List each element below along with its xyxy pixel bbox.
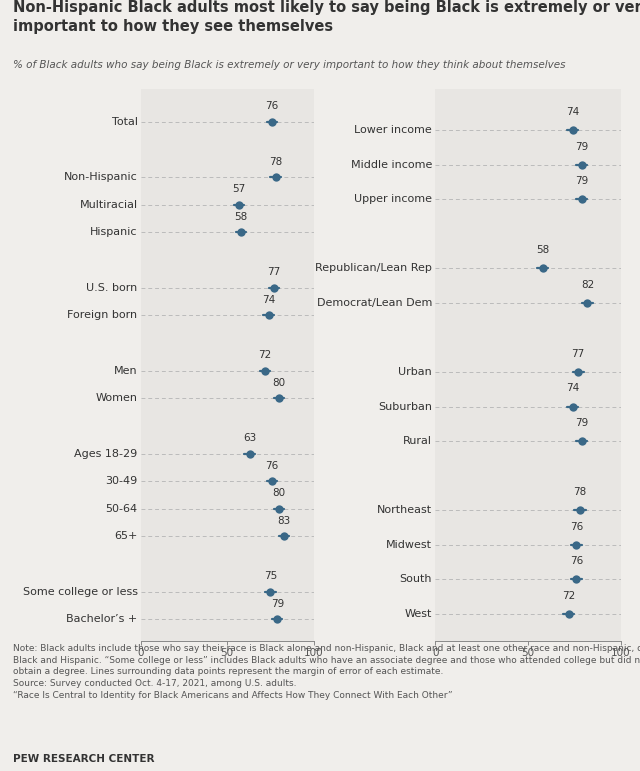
Text: 74: 74 bbox=[566, 383, 579, 393]
Text: PEW RESEARCH CENTER: PEW RESEARCH CENTER bbox=[13, 755, 154, 765]
Text: Multiracial: Multiracial bbox=[79, 200, 138, 210]
Text: Northeast: Northeast bbox=[377, 505, 432, 515]
Text: Urban: Urban bbox=[398, 367, 432, 377]
Text: 79: 79 bbox=[575, 142, 588, 152]
Text: Hispanic: Hispanic bbox=[90, 227, 138, 237]
Text: 72: 72 bbox=[259, 350, 272, 360]
Text: 77: 77 bbox=[268, 268, 280, 277]
Text: Upper income: Upper income bbox=[354, 194, 432, 204]
Text: 80: 80 bbox=[273, 488, 285, 498]
Text: Bachelor’s +: Bachelor’s + bbox=[67, 614, 138, 625]
Text: 79: 79 bbox=[575, 176, 588, 186]
Text: 57: 57 bbox=[233, 184, 246, 194]
Text: 83: 83 bbox=[278, 516, 291, 526]
Text: Republican/Lean Rep: Republican/Lean Rep bbox=[315, 264, 432, 274]
Text: U.S. born: U.S. born bbox=[86, 283, 138, 293]
Text: Note: Black adults include those who say their race is Black alone and non-Hispa: Note: Black adults include those who say… bbox=[13, 644, 640, 700]
Text: 76: 76 bbox=[266, 460, 279, 470]
Text: Suburban: Suburban bbox=[378, 402, 432, 412]
Text: Total: Total bbox=[111, 117, 138, 127]
Text: West: West bbox=[404, 609, 432, 619]
Text: Some college or less: Some college or less bbox=[22, 587, 138, 597]
Text: Democrat/Lean Dem: Democrat/Lean Dem bbox=[317, 298, 432, 308]
Text: 82: 82 bbox=[580, 280, 594, 290]
Text: Women: Women bbox=[95, 393, 138, 403]
Text: 79: 79 bbox=[271, 599, 284, 609]
Text: 65+: 65+ bbox=[114, 531, 138, 541]
Text: Men: Men bbox=[114, 365, 138, 375]
Text: 74: 74 bbox=[262, 295, 275, 305]
Text: 30-49: 30-49 bbox=[106, 476, 138, 487]
Text: 79: 79 bbox=[575, 418, 588, 428]
Text: 78: 78 bbox=[269, 157, 282, 167]
Text: 58: 58 bbox=[536, 245, 550, 255]
Text: Midwest: Midwest bbox=[386, 540, 432, 550]
Text: 77: 77 bbox=[572, 348, 585, 359]
Text: Non-Hispanic: Non-Hispanic bbox=[64, 172, 138, 182]
Text: 80: 80 bbox=[273, 378, 285, 388]
Text: 50-64: 50-64 bbox=[106, 503, 138, 513]
Text: 72: 72 bbox=[562, 591, 575, 601]
Text: 58: 58 bbox=[234, 212, 248, 222]
Text: 76: 76 bbox=[266, 101, 279, 111]
Text: South: South bbox=[399, 574, 432, 584]
Text: Middle income: Middle income bbox=[351, 160, 432, 170]
Text: 63: 63 bbox=[243, 433, 256, 443]
Text: 76: 76 bbox=[570, 522, 583, 531]
Text: Lower income: Lower income bbox=[355, 125, 432, 135]
Text: 74: 74 bbox=[566, 107, 579, 117]
Text: 76: 76 bbox=[570, 556, 583, 566]
Text: Rural: Rural bbox=[403, 436, 432, 446]
Text: 75: 75 bbox=[264, 571, 277, 581]
Text: Foreign born: Foreign born bbox=[67, 310, 138, 320]
Text: % of Black adults who say being Black is extremely or very important to how they: % of Black adults who say being Black is… bbox=[13, 60, 565, 70]
Text: Ages 18-29: Ages 18-29 bbox=[74, 449, 138, 459]
Text: Non-Hispanic Black adults most likely to say being Black is extremely or very
im: Non-Hispanic Black adults most likely to… bbox=[13, 0, 640, 34]
Text: 78: 78 bbox=[573, 487, 587, 497]
